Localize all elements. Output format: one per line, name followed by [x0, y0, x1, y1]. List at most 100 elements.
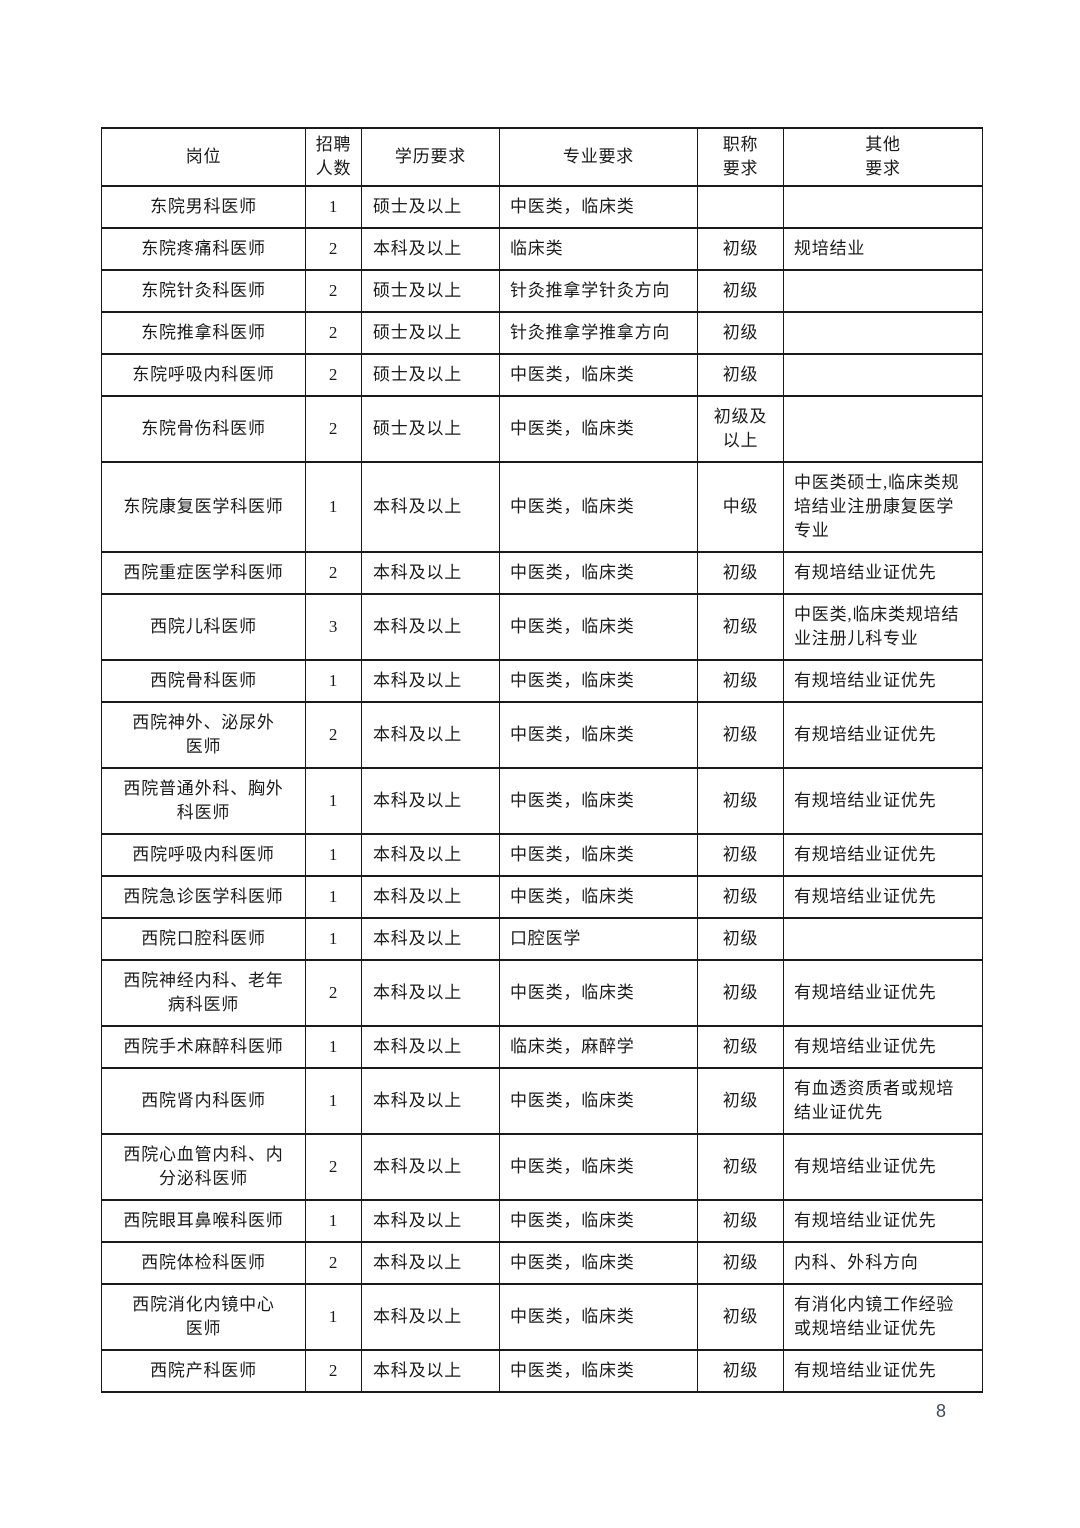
cell-degree: 硕士及以上 — [361, 269, 500, 313]
cell-other: 有规培结业证优先 — [783, 551, 983, 595]
cell-degree: 本科及以上 — [361, 659, 500, 703]
cell-degree: 本科及以上 — [361, 1133, 500, 1201]
cell-major: 临床类 — [499, 227, 698, 271]
cell-title: 初级 — [697, 311, 784, 355]
cell-other — [783, 269, 983, 313]
cell-major: 中医类，临床类 — [499, 353, 698, 397]
cell-post: 西院心血管内科、内 分泌科医师 — [101, 1133, 306, 1201]
cell-major: 中医类，临床类 — [499, 1133, 698, 1201]
cell-major: 中医类，临床类 — [499, 1199, 698, 1243]
cell-count: 1 — [305, 659, 362, 703]
cell-title: 初级 — [697, 1349, 784, 1393]
cell-degree: 本科及以上 — [361, 1349, 500, 1393]
table-row: 西院心血管内科、内 分泌科医师 2 本科及以上 中医类，临床类 初级 有规培结业证优先 — [101, 1133, 983, 1201]
cell-post: 东院推拿科医师 — [101, 311, 306, 355]
cell-major: 中医类，临床类 — [499, 185, 698, 229]
cell-title: 初级 — [697, 659, 784, 703]
page-number: 8 — [936, 1401, 947, 1421]
cell-other — [783, 917, 983, 961]
cell-other — [783, 395, 983, 463]
cell-title: 初级及 以上 — [697, 395, 784, 463]
cell-count: 2 — [305, 551, 362, 595]
cell-post: 西院口腔科医师 — [101, 917, 306, 961]
table-row: 东院针灸科医师 2 硕士及以上 针灸推拿学针灸方向 初级 — [101, 269, 983, 313]
cell-major: 中医类，临床类 — [499, 875, 698, 919]
cell-degree: 本科及以上 — [361, 227, 500, 271]
cell-count: 2 — [305, 311, 362, 355]
cell-degree: 本科及以上 — [361, 959, 500, 1027]
cell-post: 东院康复医学科医师 — [101, 461, 306, 553]
cell-title: 初级 — [697, 917, 784, 961]
table-header-row: 岗位 招聘 人数 学历要求 专业要求 职称 要求 其他 要求 — [101, 127, 983, 187]
table-row: 东院康复医学科医师 1 本科及以上 中医类，临床类 中级 中医类硕士,临床类规 培结业注册… — [101, 461, 983, 553]
cell-degree: 本科及以上 — [361, 1067, 500, 1135]
cell-count: 2 — [305, 1133, 362, 1201]
cell-degree: 本科及以上 — [361, 1283, 500, 1351]
cell-other — [783, 185, 983, 229]
cell-count: 1 — [305, 1283, 362, 1351]
cell-post: 西院急诊医学科医师 — [101, 875, 306, 919]
cell-major: 中医类，临床类 — [499, 959, 698, 1027]
cell-post: 西院手术麻醉科医师 — [101, 1025, 306, 1069]
table-row: 东院男科医师 1 硕士及以上 中医类，临床类 — [101, 185, 983, 229]
cell-other: 有规培结业证优先 — [783, 1133, 983, 1201]
cell-count: 1 — [305, 461, 362, 553]
cell-major: 中医类，临床类 — [499, 593, 698, 661]
cell-other: 中医类,临床类规培结 业注册儿科专业 — [783, 593, 983, 661]
cell-post: 西院普通外科、胸外 科医师 — [101, 767, 306, 835]
cell-title: 初级 — [697, 833, 784, 877]
recruitment-table: 岗位 招聘 人数 学历要求 专业要求 职称 要求 其他 要求 东院男科医师 1 硕士及以上 中医… — [101, 127, 983, 1393]
cell-title: 初级 — [697, 767, 784, 835]
cell-other: 有规培结业证优先 — [783, 833, 983, 877]
cell-degree: 本科及以上 — [361, 551, 500, 595]
cell-major: 口腔医学 — [499, 917, 698, 961]
cell-title: 中级 — [697, 461, 784, 553]
table-body: 东院男科医师 1 硕士及以上 中医类，临床类 东院疼痛科医师 2 本科及以上 临床类 初级 规培结… — [101, 185, 983, 1393]
cell-other: 有血透资质者或规培 结业证优先 — [783, 1067, 983, 1135]
col-header-degree: 学历要求 — [361, 127, 500, 187]
cell-title: 初级 — [697, 875, 784, 919]
cell-degree: 本科及以上 — [361, 461, 500, 553]
cell-degree: 本科及以上 — [361, 593, 500, 661]
cell-post: 西院呼吸内科医师 — [101, 833, 306, 877]
cell-major: 中医类，临床类 — [499, 461, 698, 553]
cell-count: 1 — [305, 1025, 362, 1069]
cell-other: 有规培结业证优先 — [783, 701, 983, 769]
table-header: 岗位 招聘 人数 学历要求 专业要求 职称 要求 其他 要求 — [101, 127, 983, 187]
cell-post: 西院神经内科、老年 病科医师 — [101, 959, 306, 1027]
cell-count: 1 — [305, 185, 362, 229]
cell-degree: 本科及以上 — [361, 917, 500, 961]
table-row: 西院重症医学科医师 2 本科及以上 中医类，临床类 初级 有规培结业证优先 — [101, 551, 983, 595]
cell-other: 有规培结业证优先 — [783, 767, 983, 835]
table-row: 西院神外、泌尿外 医师 2 本科及以上 中医类，临床类 初级 有规培结业证优先 — [101, 701, 983, 769]
cell-post: 西院儿科医师 — [101, 593, 306, 661]
cell-major: 中医类，临床类 — [499, 1283, 698, 1351]
cell-count: 2 — [305, 353, 362, 397]
cell-title: 初级 — [697, 959, 784, 1027]
cell-count: 1 — [305, 1067, 362, 1135]
cell-other: 有消化内镜工作经验 或规培结业证优先 — [783, 1283, 983, 1351]
cell-other: 有规培结业证优先 — [783, 1199, 983, 1243]
cell-degree: 本科及以上 — [361, 767, 500, 835]
cell-title: 初级 — [697, 269, 784, 313]
cell-post: 西院眼耳鼻喉科医师 — [101, 1199, 306, 1243]
table-row: 东院推拿科医师 2 硕士及以上 针灸推拿学推拿方向 初级 — [101, 311, 983, 355]
cell-degree: 硕士及以上 — [361, 353, 500, 397]
table-row: 西院神经内科、老年 病科医师 2 本科及以上 中医类，临床类 初级 有规培结业证优先 — [101, 959, 983, 1027]
cell-count: 2 — [305, 959, 362, 1027]
cell-title: 初级 — [697, 1025, 784, 1069]
table-row: 西院肾内科医师 1 本科及以上 中医类，临床类 初级 有血透资质者或规培 结业证优先 — [101, 1067, 983, 1135]
table-row: 西院体检科医师 2 本科及以上 中医类，临床类 初级 内科、外科方向 — [101, 1241, 983, 1285]
table-row: 东院骨伤科医师 2 硕士及以上 中医类，临床类 初级及 以上 — [101, 395, 983, 463]
cell-major: 临床类，麻醉学 — [499, 1025, 698, 1069]
cell-degree: 硕士及以上 — [361, 311, 500, 355]
cell-other — [783, 353, 983, 397]
col-header-count: 招聘 人数 — [305, 127, 362, 187]
cell-post: 东院男科医师 — [101, 185, 306, 229]
cell-count: 2 — [305, 1349, 362, 1393]
cell-major: 中医类，临床类 — [499, 767, 698, 835]
cell-post: 西院骨科医师 — [101, 659, 306, 703]
cell-title: 初级 — [697, 593, 784, 661]
cell-other — [783, 311, 983, 355]
